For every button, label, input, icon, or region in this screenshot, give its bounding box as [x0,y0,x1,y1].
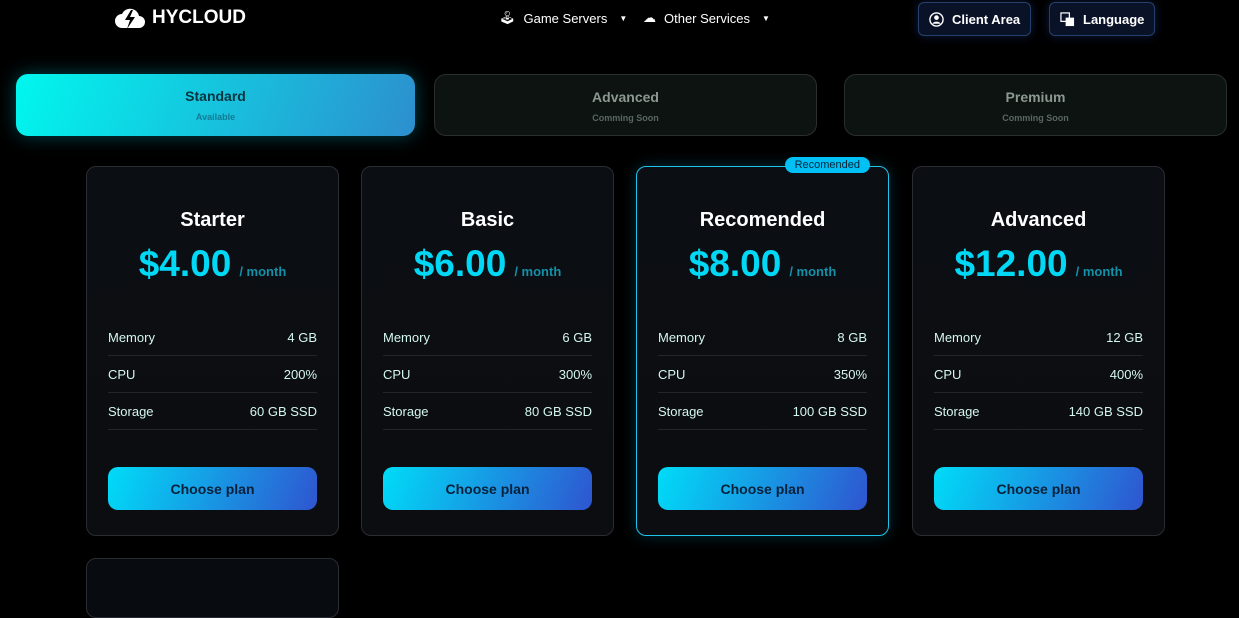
price-value: $6.00 [413,243,507,284]
spec-label: CPU [383,366,411,382]
spec-value: 6 GB [562,329,592,345]
spec-label: Memory [108,329,155,345]
cloud-bolt-icon [115,8,145,29]
spec-list: Memory 4 GB CPU 200% Storage 60 GB SSD [108,319,317,430]
brand-logo[interactable]: HYCLOUD [114,6,246,30]
spec-label: Storage [934,403,980,419]
plan-name: Recomended [699,209,826,231]
language-label: Language [1083,11,1145,27]
cloud-icon: ☁ [643,10,656,25]
tab-title: Standard [185,88,246,104]
price-period: / month [239,264,287,279]
spec-label: Memory [658,329,705,345]
plan-price: $8.00 / month [637,243,888,285]
spec-value: 80 GB SSD [524,403,592,419]
spec-value: 4 GB [287,329,317,345]
tab-standard[interactable]: Standard Available [16,74,415,136]
user-circle-icon [929,11,944,27]
spec-label: Storage [108,403,154,419]
price-value: $8.00 [688,243,782,284]
plan-name: Starter [180,209,245,231]
tab-title: Advanced [592,89,659,105]
top-nav: HYCLOUD 🕹 Game Servers ▼ ☁ Other Services… [0,0,1239,40]
spec-row: Memory 12 GB [934,319,1143,356]
tab-title: Premium [1005,89,1066,105]
price-value: $12.00 [954,243,1068,284]
spec-row: CPU 300% [383,356,592,393]
choose-plan-button[interactable]: Choose plan [383,467,592,510]
plan-card-partial [86,558,339,618]
spec-label: Storage [658,403,704,419]
menu-label: Game Servers [523,10,608,26]
spec-label: CPU [108,366,136,382]
spec-value: 400% [1109,366,1143,382]
translate-icon [1060,11,1075,26]
spec-label: CPU [934,366,962,382]
menu-label: Other Services [664,10,750,26]
choose-plan-button[interactable]: Choose plan [934,467,1143,510]
spec-row: CPU 200% [108,356,317,393]
spec-label: Memory [934,329,981,345]
plan-card: Recomended Recomended $8.00 / month Memory 8 … [636,157,889,536]
price-period: / month [514,264,562,279]
tab-status: Available [195,112,236,122]
spec-list: Memory 6 GB CPU 300% Storage 80 GB SSD [383,319,592,430]
tab-advanced[interactable]: Advanced Comming Soon [434,74,817,136]
spec-value: 350% [833,366,867,382]
spec-value: 200% [283,366,317,382]
spec-value: 60 GB SSD [249,403,317,419]
caret-down-icon: ▼ [761,13,770,23]
spec-label: CPU [658,366,686,382]
choose-plan-button[interactable]: Choose plan [108,467,317,510]
client-area-label: Client Area [952,11,1021,27]
spec-value: 100 GB SSD [792,403,867,419]
spec-row: Memory 8 GB [658,319,867,356]
plan-card: Basic $6.00 / month Memory 6 GB CPU 300% Storag… [361,166,614,536]
recommended-badge: Recomended [784,157,870,173]
spec-value: 300% [558,366,592,382]
spec-row: Storage 140 GB SSD [934,393,1143,430]
menu-other-services[interactable]: ☁ Other Services ▼ [643,10,770,26]
price-period: / month [789,264,837,279]
brand-name: HYCLOUD [152,7,246,28]
tab-status: Comming Soon [592,113,659,123]
joystick-icon: 🕹 [499,10,516,25]
spec-row: CPU 400% [934,356,1143,393]
price-period: / month [1075,264,1123,279]
plan-price: $6.00 / month [362,243,613,285]
plan-name: Advanced [990,209,1087,231]
plan-card: Advanced $12.00 / month Memory 12 GB CPU 400% S… [912,166,1165,536]
tab-premium[interactable]: Premium Comming Soon [844,74,1227,136]
plan-card: Starter $4.00 / month Memory 4 GB CPU 200% Stor… [86,166,339,536]
choose-plan-button[interactable]: Choose plan [658,467,867,510]
language-button[interactable]: Language [1049,2,1156,36]
client-area-button[interactable]: Client Area [918,2,1032,36]
spec-row: Memory 4 GB [108,319,317,356]
plan-name: Basic [460,209,515,231]
spec-row: Storage 80 GB SSD [383,393,592,430]
spec-row: Memory 6 GB [383,319,592,356]
menu-game-servers[interactable]: 🕹 Game Servers ▼ [499,10,627,26]
spec-row: Storage 100 GB SSD [658,393,867,430]
spec-label: Storage [383,403,429,419]
plan-price: $4.00 / month [87,243,338,285]
spec-row: CPU 350% [658,356,867,393]
spec-value: 140 GB SSD [1068,403,1143,419]
spec-row: Storage 60 GB SSD [108,393,317,430]
spec-list: Memory 12 GB CPU 400% Storage 140 GB SSD [934,319,1143,430]
plan-price: $12.00 / month [913,243,1164,285]
caret-down-icon: ▼ [619,13,628,23]
spec-value: 8 GB [837,329,867,345]
tab-status: Comming Soon [1002,113,1069,123]
spec-value: 12 GB [1106,329,1143,345]
spec-label: Memory [383,329,430,345]
price-value: $4.00 [138,243,232,284]
spec-list: Memory 8 GB CPU 350% Storage 100 GB SSD [658,319,867,430]
